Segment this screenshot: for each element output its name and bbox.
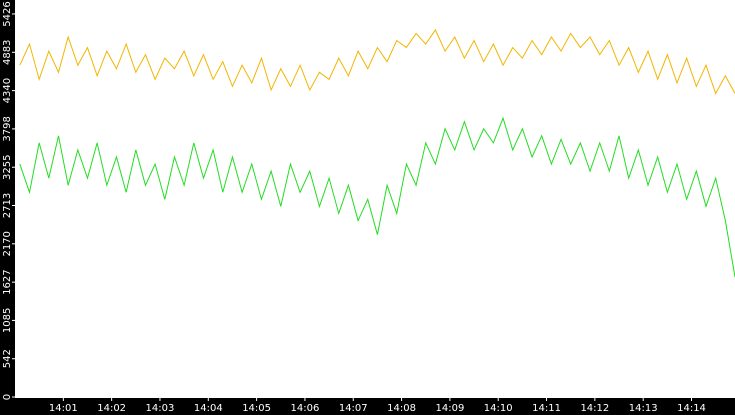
y-tick-label: 2713: [2, 193, 13, 218]
x-tick-label: 14:12: [580, 403, 609, 414]
x-tick-label: 14:14: [677, 403, 706, 414]
x-tick-label: 14:07: [339, 403, 368, 414]
y-tick-label: 3798: [2, 116, 13, 141]
y-tick-label: 1627: [2, 269, 13, 294]
x-tick-label: 14:06: [291, 403, 320, 414]
y-tick-label: 3255: [2, 155, 13, 180]
y-tick-label: 0: [2, 394, 13, 400]
x-tick-label: 14:11: [532, 403, 561, 414]
x-tick-label: 14:05: [242, 403, 271, 414]
y-tick-label: 4883: [2, 40, 13, 65]
x-tick-label: 14:04: [194, 403, 223, 414]
y-tick-label: 5426: [2, 1, 13, 26]
x-tick-label: 14:10: [484, 403, 513, 414]
x-tick-label: 14:03: [146, 403, 175, 414]
series-line: [19, 116, 735, 278]
x-tick-label: 14:13: [629, 403, 658, 414]
series-line: [19, 28, 735, 95]
y-tick-label: 1085: [2, 308, 13, 333]
y-tick-label: 2170: [2, 231, 13, 256]
x-tick-label: 14:09: [435, 403, 464, 414]
y-tick-label: 542: [2, 349, 13, 368]
x-tick-label: 14:02: [97, 403, 126, 414]
x-tick-label: 14:08: [387, 403, 416, 414]
x-axis-bar: [0, 398, 735, 415]
y-axis-bar: [0, 0, 15, 415]
y-tick-label: 4340: [2, 78, 13, 103]
x-tick-label: 14:01: [49, 403, 78, 414]
